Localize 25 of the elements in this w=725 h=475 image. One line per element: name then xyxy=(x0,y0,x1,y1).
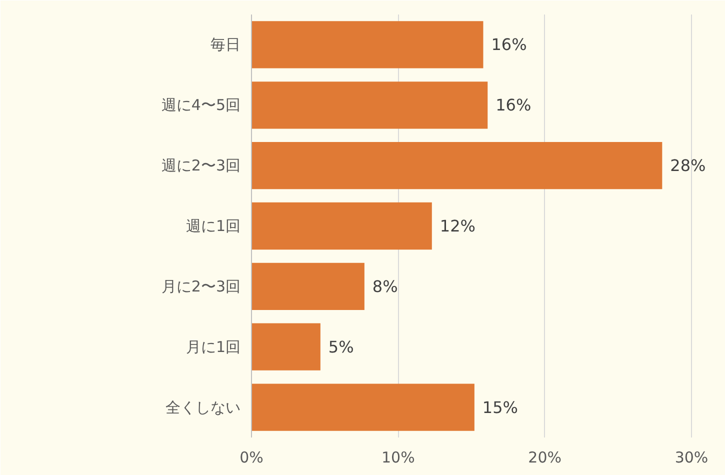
y-tick-label: 週に2〜3回 xyxy=(161,156,241,175)
y-tick-label: 全くしない xyxy=(166,398,240,416)
data-label: 15% xyxy=(482,398,518,417)
x-tick-label: 10% xyxy=(381,448,415,466)
bar xyxy=(252,202,432,250)
y-tick-label: 週に1回 xyxy=(186,217,241,235)
x-tick-label: 0% xyxy=(240,448,264,466)
data-label: 16% xyxy=(496,96,532,115)
x-tick-label: 20% xyxy=(528,448,562,466)
bar xyxy=(252,21,484,68)
bar xyxy=(252,82,488,129)
y-tick-label: 月に2〜3回 xyxy=(161,277,241,296)
data-label: 8% xyxy=(372,276,398,296)
y-tick-label: 毎日 xyxy=(210,36,240,54)
y-tick-label: 週に4〜5回 xyxy=(161,96,241,114)
bar xyxy=(252,323,320,370)
data-label: 28% xyxy=(670,156,706,176)
y-tick-label: 月に1回 xyxy=(186,338,241,356)
bar xyxy=(252,384,474,431)
data-label: 5% xyxy=(328,337,354,356)
x-tick-label: 30% xyxy=(674,448,708,466)
bar xyxy=(252,262,364,310)
data-label: 12% xyxy=(440,216,476,236)
data-label: 16% xyxy=(491,35,527,54)
bar xyxy=(252,142,662,190)
